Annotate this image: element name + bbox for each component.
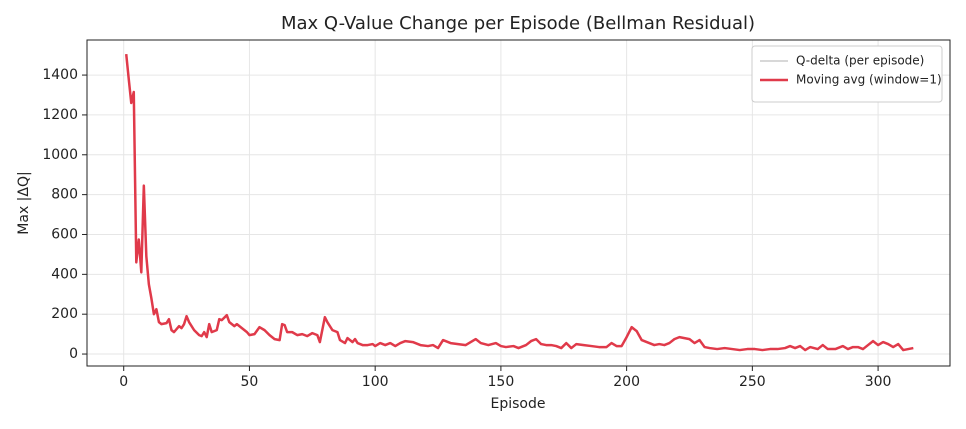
y-axis-label: Max |ΔQ| xyxy=(16,171,32,234)
y-tick-label: 200 xyxy=(51,306,78,322)
y-tick-label: 0 xyxy=(69,346,78,362)
x-tick-label: 100 xyxy=(362,374,389,390)
legend-label: Q-delta (per episode) xyxy=(796,54,924,68)
y-tick-label: 600 xyxy=(51,226,78,242)
series-line xyxy=(124,54,914,352)
y-tick-label: 800 xyxy=(51,187,78,203)
y-tick-label: 1000 xyxy=(42,147,78,163)
y-tick-label: 1200 xyxy=(42,107,78,123)
x-tick-label: 150 xyxy=(488,374,515,390)
x-tick-label: 300 xyxy=(865,374,892,390)
x-axis-label: Episode xyxy=(491,396,546,412)
legend-label: Moving avg (window=1) xyxy=(796,73,942,87)
chart-title: Max Q-Value Change per Episode (Bellman … xyxy=(281,13,755,34)
y-tick-label: 400 xyxy=(51,266,78,282)
x-tick-label: 0 xyxy=(119,374,128,390)
x-tick-label: 200 xyxy=(613,374,640,390)
x-tick-label: 50 xyxy=(241,374,259,390)
legend-box xyxy=(751,45,943,103)
x-tick-label: 250 xyxy=(739,374,766,390)
plot-frame xyxy=(86,39,951,367)
y-tick-label: 1400 xyxy=(42,67,78,83)
